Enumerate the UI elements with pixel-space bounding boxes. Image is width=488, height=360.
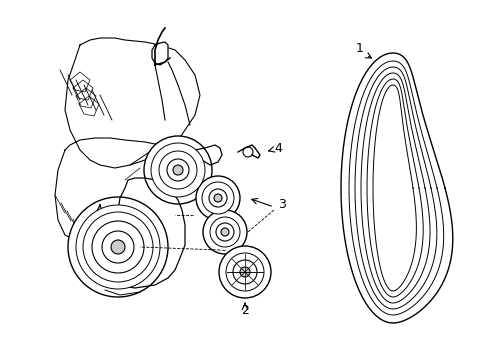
Polygon shape xyxy=(55,138,190,250)
Polygon shape xyxy=(65,38,200,168)
Circle shape xyxy=(209,217,240,247)
Text: 4: 4 xyxy=(273,141,282,154)
Circle shape xyxy=(221,228,228,236)
Circle shape xyxy=(240,267,249,277)
Circle shape xyxy=(151,143,204,197)
Circle shape xyxy=(219,246,270,298)
Circle shape xyxy=(214,194,222,202)
Circle shape xyxy=(111,240,125,254)
Circle shape xyxy=(167,159,189,181)
Circle shape xyxy=(68,197,168,297)
Circle shape xyxy=(196,176,240,220)
Text: 1: 1 xyxy=(355,41,363,54)
Polygon shape xyxy=(195,145,222,165)
Circle shape xyxy=(202,182,234,214)
Text: 3: 3 xyxy=(278,198,285,211)
Circle shape xyxy=(203,210,246,254)
Circle shape xyxy=(173,165,183,175)
Circle shape xyxy=(143,136,212,204)
Circle shape xyxy=(208,189,226,207)
Circle shape xyxy=(225,253,264,291)
Circle shape xyxy=(92,221,143,273)
Circle shape xyxy=(102,231,134,263)
Circle shape xyxy=(232,260,257,284)
Polygon shape xyxy=(88,178,184,288)
Circle shape xyxy=(159,151,197,189)
Circle shape xyxy=(76,205,160,289)
Polygon shape xyxy=(152,42,168,65)
Circle shape xyxy=(83,212,153,282)
Polygon shape xyxy=(340,53,452,323)
Text: 2: 2 xyxy=(241,303,248,316)
Circle shape xyxy=(243,147,252,157)
Circle shape xyxy=(216,223,234,241)
